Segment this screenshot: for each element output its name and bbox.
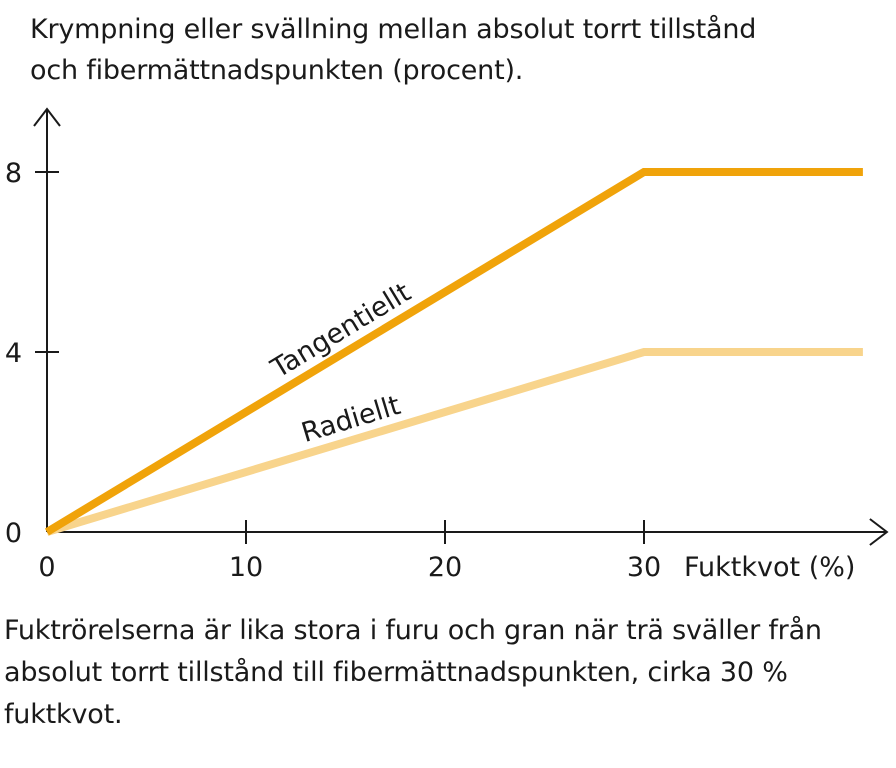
x-tick-label: 0	[38, 552, 55, 583]
y-axis-arrow	[33, 107, 61, 127]
chart-axes: 0 4 8 0 10 20 30 Fuktkvot (%)	[5, 107, 889, 583]
x-tick-label: 30	[627, 552, 661, 583]
chart-title-line-1: Krympning eller svällning mellan absolut…	[30, 14, 757, 45]
x-axis-arrow	[869, 518, 889, 546]
caption-line-2: absolut torrt tillstånd till fibermättna…	[4, 657, 788, 688]
x-tick-label: 20	[428, 552, 462, 583]
chart-title-line-2: och fibermättnadspunkten (procent).	[30, 55, 524, 86]
series-line-tangentiellt	[44, 168, 863, 536]
y-tick-label: 0	[5, 518, 22, 549]
series-line-radiellt	[45, 348, 863, 536]
line-chart: 0 4 8 0 10 20 30 Fuktkvot (%) TangentielltRadie…	[5, 107, 889, 583]
chart-series	[44, 168, 863, 536]
x-axis-label: Fuktkvot (%)	[684, 552, 855, 583]
y-tick-label: 8	[5, 158, 22, 189]
caption-line-3: fuktkvot.	[4, 699, 123, 730]
figure-caption: Fuktrörelserna är lika stora i furu och …	[4, 610, 884, 736]
caption-line-1: Fuktrörelserna är lika stora i furu och …	[4, 615, 822, 646]
x-tick-label: 10	[229, 552, 263, 583]
y-tick-label: 4	[5, 338, 22, 369]
series-label-tangentiellt: Tangentiellt	[265, 277, 416, 385]
